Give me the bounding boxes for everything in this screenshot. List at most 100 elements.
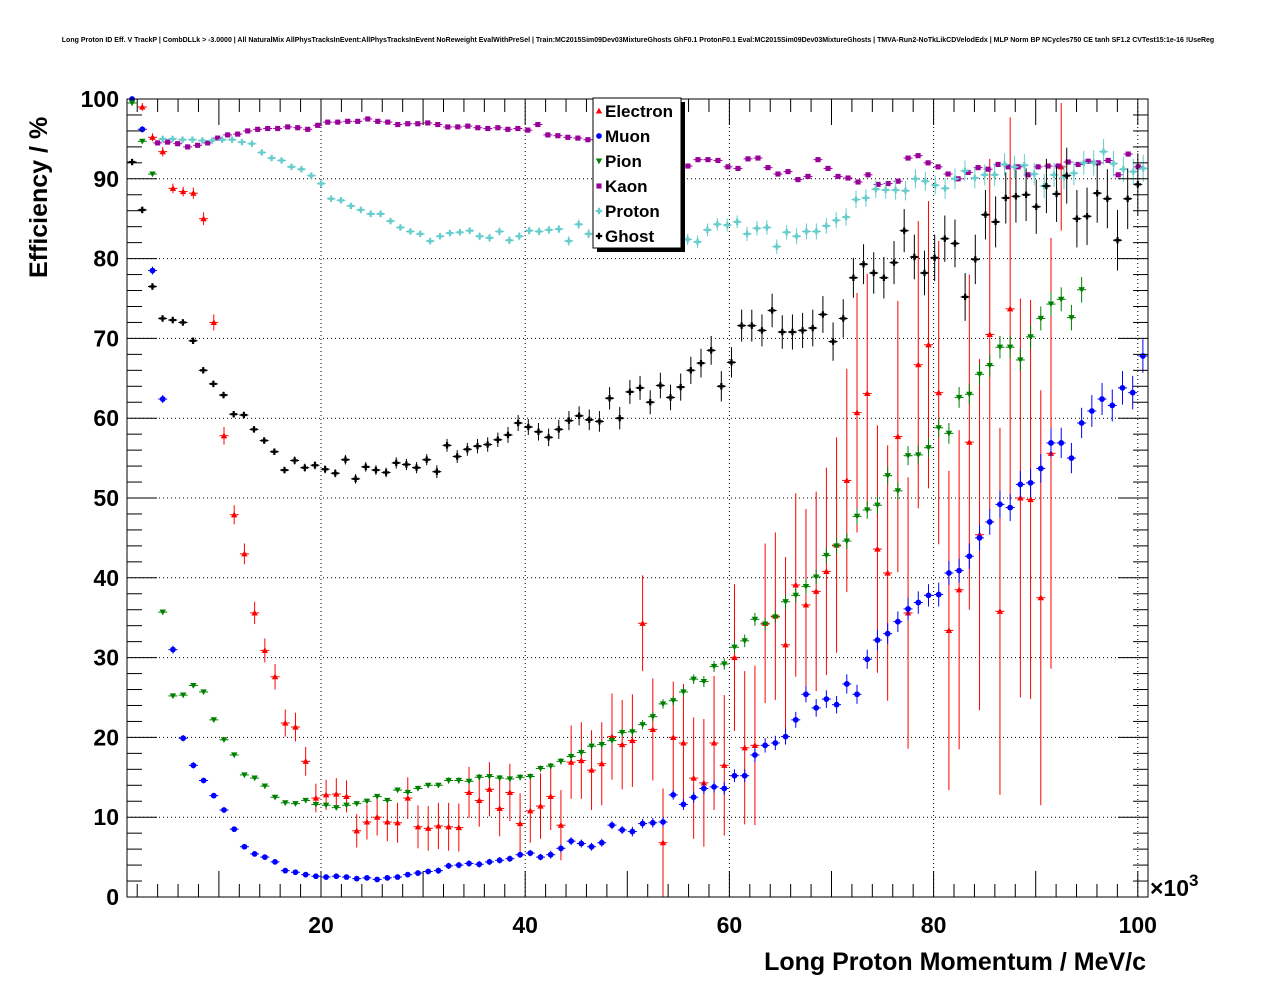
- data-point-ghost: [127, 158, 137, 166]
- data-point-muon: [209, 792, 219, 799]
- data-point-muon: [587, 842, 597, 851]
- data-point-pion: [801, 579, 811, 594]
- data-point-muon: [597, 838, 607, 847]
- data-point-ghost: [219, 391, 229, 399]
- data-point-proton: [524, 226, 534, 235]
- data-point-proton: [831, 212, 841, 229]
- data-point-kaon: [253, 126, 263, 132]
- data-point-ghost: [787, 314, 797, 350]
- data-point-kaon: [723, 164, 733, 170]
- data-point-muon: [250, 851, 260, 857]
- data-point-pion: [464, 778, 474, 785]
- data-point-electron: [576, 722, 586, 799]
- data-point-ghost: [726, 347, 736, 378]
- data-point-proton: [702, 223, 712, 237]
- data-point-proton: [386, 217, 396, 225]
- y-tick-label: 20: [93, 724, 119, 750]
- data-point-pion: [811, 569, 821, 585]
- data-point-ghost: [300, 463, 310, 472]
- data-point-proton: [227, 136, 237, 143]
- data-point-muon: [923, 584, 933, 607]
- data-point-muon: [372, 876, 382, 883]
- y-tick-label: 70: [93, 325, 119, 351]
- data-point-pion: [709, 660, 719, 672]
- data-point-ghost: [340, 454, 350, 465]
- data-point-proton: [1019, 154, 1029, 177]
- legend: Electron Muon Pion Kaon Proton Ghost: [592, 97, 685, 252]
- data-point-pion: [556, 758, 566, 765]
- data-point-ghost: [259, 437, 269, 444]
- x-axis-multiplier-exponent: 3: [1189, 871, 1198, 890]
- data-point-electron: [729, 584, 739, 732]
- data-point-pion: [842, 533, 852, 550]
- data-point-electron: [801, 509, 811, 701]
- data-point-ghost: [330, 469, 340, 478]
- data-point-electron: [495, 780, 505, 837]
- data-point-kaon: [473, 125, 483, 131]
- data-point-pion: [270, 794, 280, 801]
- data-point-ghost: [361, 462, 371, 472]
- data-point-ghost: [320, 465, 330, 474]
- data-point-electron: [239, 543, 249, 565]
- data-point-kaon: [1113, 172, 1123, 178]
- data-point-pion: [995, 336, 1005, 359]
- data-point-pion: [668, 695, 678, 706]
- data-point-kaon: [553, 133, 563, 139]
- series-pion: [127, 100, 1087, 811]
- data-point-muon: [801, 686, 811, 703]
- data-point-electron: [852, 292, 862, 533]
- data-point-ghost: [279, 466, 289, 474]
- data-point-electron: [260, 638, 270, 663]
- data-point-kaon: [863, 172, 873, 178]
- data-point-proton: [554, 225, 564, 234]
- data-point-proton: [465, 227, 475, 234]
- data-point-kaon: [753, 155, 763, 161]
- data-point-electron: [995, 427, 1005, 795]
- data-point-proton: [1029, 162, 1039, 186]
- data-point-ghost: [401, 458, 411, 471]
- data-point-ghost: [584, 409, 594, 431]
- data-point-pion: [944, 422, 954, 444]
- data-point-proton: [316, 180, 326, 187]
- data-point-electron: [954, 430, 964, 750]
- data-point-kaon: [163, 139, 173, 145]
- data-point-muon: [280, 867, 290, 874]
- data-point-pion: [566, 752, 576, 761]
- data-point-muon: [1036, 454, 1046, 483]
- data-point-muon: [791, 711, 801, 728]
- data-point-pion: [903, 446, 913, 466]
- data-point-electron: [372, 798, 382, 836]
- data-point-muon: [944, 561, 954, 585]
- data-point-pion: [597, 740, 607, 749]
- data-point-pion: [495, 774, 505, 782]
- data-point-kaon: [263, 125, 273, 132]
- data-point-pion: [1036, 306, 1046, 331]
- data-point-electron: [1026, 300, 1036, 700]
- x-tick-label: 40: [512, 912, 538, 938]
- data-point-pion: [546, 762, 556, 770]
- data-point-proton: [257, 149, 267, 156]
- data-point-muon: [750, 747, 760, 763]
- data-point-muon: [239, 843, 249, 850]
- data-point-muon: [934, 582, 944, 607]
- data-point-muon: [148, 266, 158, 275]
- x-axis-title: Long Proton Momentum / MeV/c: [764, 948, 1146, 976]
- data-point-kaon: [913, 153, 923, 159]
- data-point-proton: [1069, 161, 1079, 186]
- data-point-kaon: [463, 123, 473, 129]
- data-point-muon: [484, 858, 494, 866]
- data-point-pion: [474, 774, 484, 781]
- legend-label: Ghost: [605, 227, 654, 246]
- data-point-proton: [1009, 155, 1019, 179]
- data-point-pion: [781, 594, 791, 609]
- data-point-ghost: [696, 348, 706, 378]
- data-point-kaon: [1033, 164, 1043, 170]
- data-point-pion: [689, 674, 699, 684]
- data-point-kaon: [403, 121, 413, 127]
- x-tick-label: 80: [921, 912, 947, 938]
- data-point-muon: [1005, 494, 1015, 522]
- data-point-ghost: [737, 309, 747, 342]
- data-point-electron: [250, 601, 260, 625]
- data-point-electron: [985, 158, 995, 510]
- data-point-pion: [137, 138, 147, 145]
